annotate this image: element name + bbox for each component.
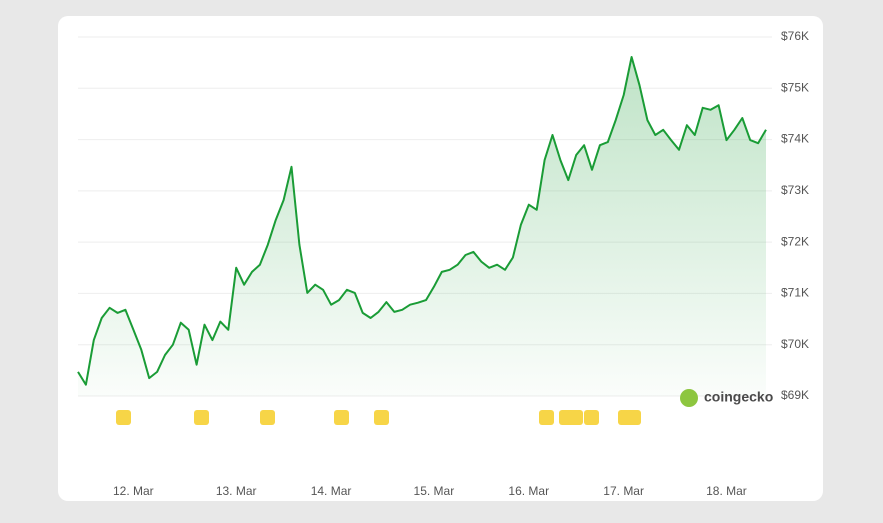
y-tick-label: $71K bbox=[781, 286, 809, 300]
logo bbox=[680, 389, 698, 407]
price-line bbox=[77, 56, 767, 386]
x-tick-label: 13. Mar bbox=[216, 484, 257, 498]
x-tick-label: 18. Mar bbox=[706, 484, 747, 498]
x-tick-label: 16. Mar bbox=[508, 484, 549, 498]
x-tick-label: 12. Mar bbox=[113, 484, 154, 498]
area bbox=[78, 57, 766, 396]
event-markers bbox=[116, 410, 641, 425]
y-tick-label: $70K bbox=[781, 337, 809, 351]
y-tick-label: $74K bbox=[781, 132, 809, 146]
y-tick-label: $69K bbox=[781, 388, 809, 402]
y-tick-label: $76K bbox=[781, 29, 809, 43]
x-tick-label: 14. Mar bbox=[311, 484, 352, 498]
y-tick-label: $75K bbox=[781, 80, 809, 94]
x-tick-label: 15. Mar bbox=[414, 484, 455, 498]
y-tick-label: $73K bbox=[781, 183, 809, 197]
x-tick-label: 17. Mar bbox=[603, 484, 644, 498]
watermark: coingecko bbox=[704, 389, 773, 405]
y-tick-label: $72K bbox=[781, 234, 809, 248]
